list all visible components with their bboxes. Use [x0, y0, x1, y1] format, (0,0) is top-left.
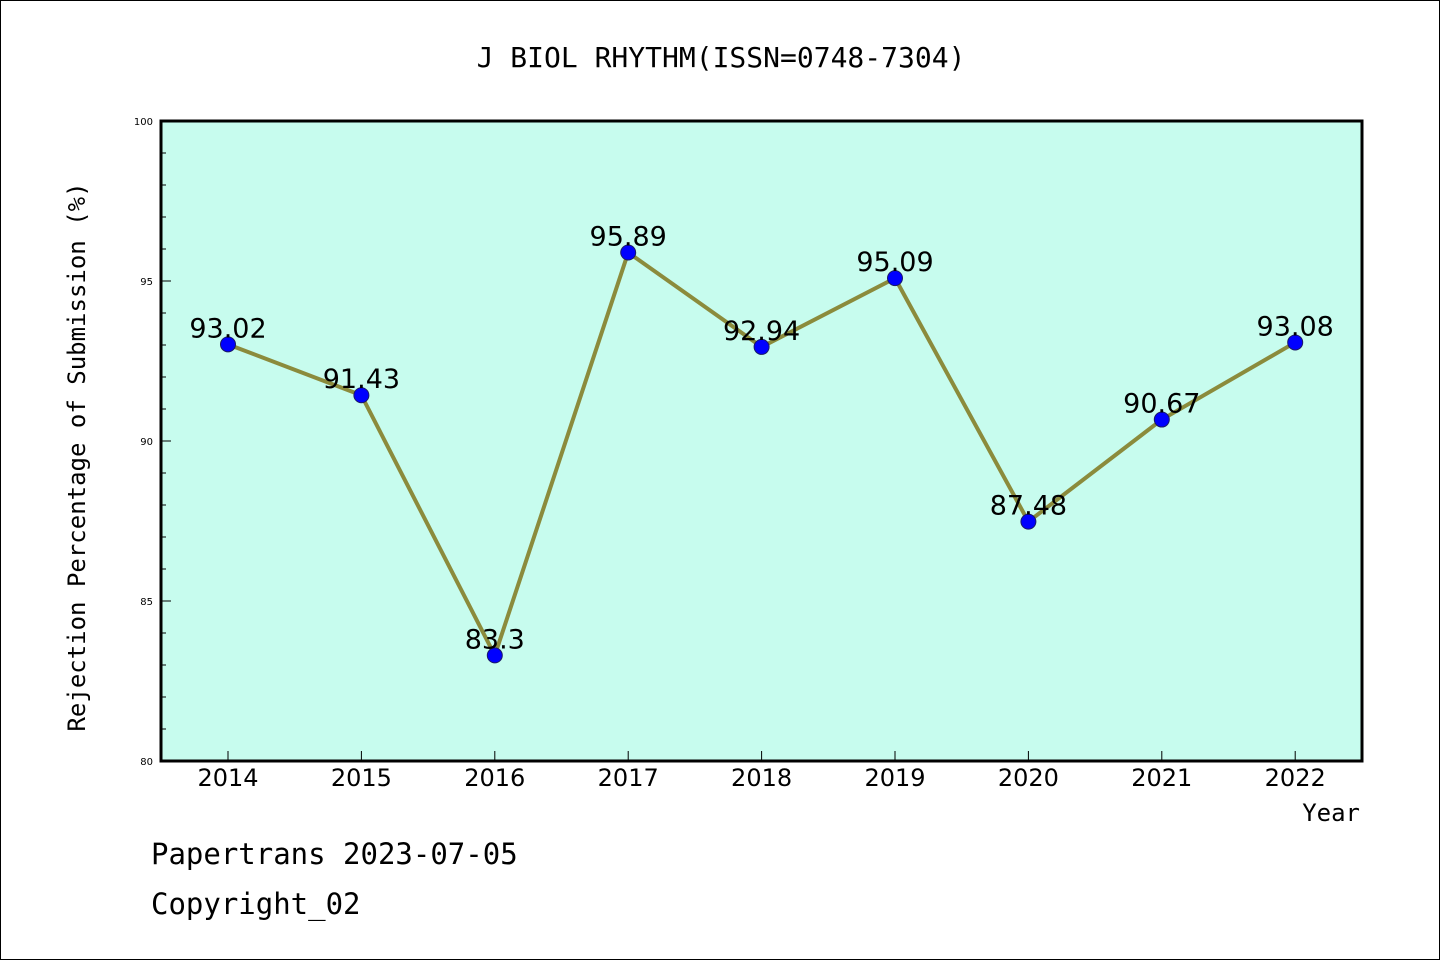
data-point [353, 387, 370, 404]
data-point [887, 270, 903, 287]
y-tick-label: 80 [140, 757, 153, 768]
y-axis: 80 85 90 95 100 [134, 117, 171, 768]
y-tick-label: 95 [140, 277, 153, 288]
data-point [220, 336, 236, 353]
y-axis-label: Rejection Percentage of Submission (%) [63, 182, 91, 731]
footer-copyright: Copyright_02 [151, 887, 361, 921]
plot-area [159, 119, 1364, 763]
footer-date: Papertrans 2023-07-05 [151, 837, 518, 871]
data-point [1287, 334, 1304, 351]
data-point [486, 647, 503, 664]
x-axis: 2014 2015 2016 2017 2018 2019 2020 2021 2022 [197, 751, 1326, 792]
data-point [1020, 513, 1037, 530]
x-tick-label: 2017 [598, 764, 659, 792]
data-point [753, 338, 770, 355]
data-label: 95.09 [856, 247, 933, 278]
x-tick-label: 2022 [1265, 764, 1326, 792]
x-tick-label: 2020 [998, 764, 1059, 792]
data-label: 93.02 [189, 313, 266, 344]
data-label: 91.43 [323, 364, 400, 395]
data-label: 92.94 [723, 316, 800, 347]
series-line [220, 244, 1304, 664]
x-tick-label: 2014 [197, 764, 258, 792]
data-labels: 93.02 91.43 83.3 95.89 92.94 95.09 87.48 90.67 9… [189, 222, 1333, 656]
data-point [1153, 411, 1170, 428]
data-point [620, 244, 637, 261]
x-tick-label: 2018 [731, 764, 792, 792]
y-tick-label: 90 [140, 437, 153, 448]
y-tick-label: 85 [140, 597, 153, 608]
data-label: 87.48 [990, 491, 1067, 522]
x-axis-label: Year [1302, 799, 1360, 827]
y-tick-label: 100 [134, 117, 153, 128]
x-tick-label: 2021 [1131, 764, 1192, 792]
data-label: 95.89 [590, 222, 667, 253]
chart-title: J BIOL RHYTHM(ISSN=0748-7304) [477, 41, 966, 74]
x-tick-label: 2019 [864, 764, 925, 792]
data-label: 83.3 [465, 624, 525, 655]
x-tick-label: 2016 [464, 764, 525, 792]
data-label: 93.08 [1257, 311, 1334, 342]
x-tick-label: 2015 [331, 764, 392, 792]
data-label: 90.67 [1123, 389, 1200, 420]
